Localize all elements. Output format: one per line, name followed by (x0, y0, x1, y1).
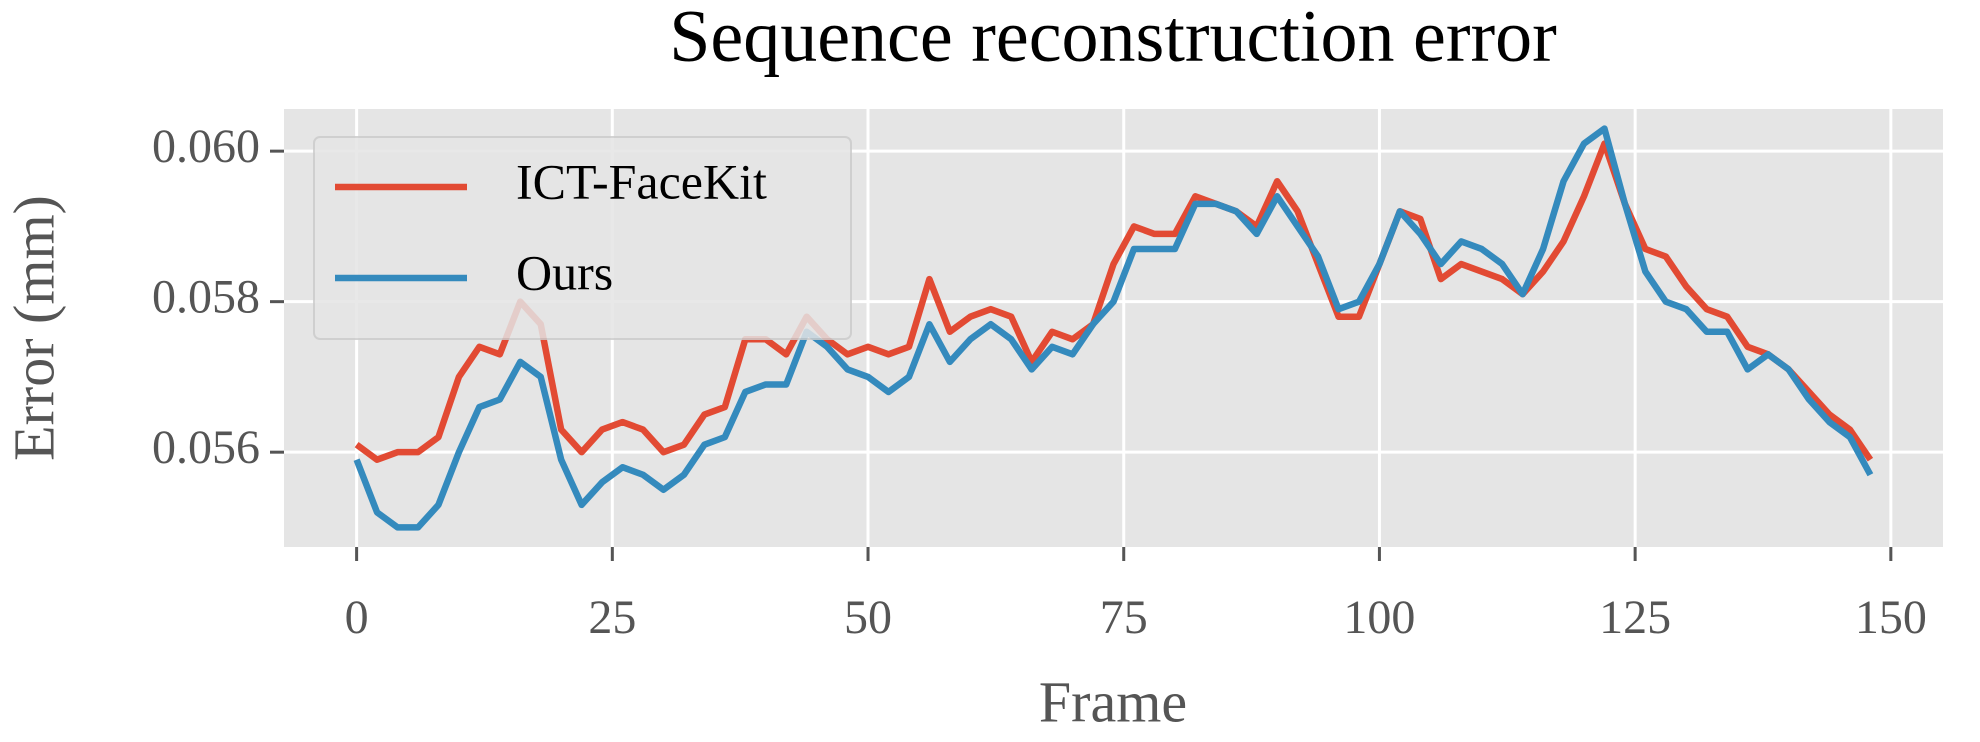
x-tick-label: 50 (844, 591, 892, 644)
x-tick-label: 0 (345, 591, 369, 644)
x-axis-label: Frame (1039, 669, 1187, 734)
x-tick-label: 75 (1100, 591, 1148, 644)
x-tick-label: 150 (1855, 591, 1927, 644)
x-tick-label: 125 (1599, 591, 1671, 644)
y-axis-label: Error (mm) (1, 195, 66, 461)
y-tick-label: 0.060 (152, 120, 260, 173)
x-tick-label: 25 (588, 591, 636, 644)
legend: ICT-FaceKit Ours (313, 136, 852, 340)
lines (353, 125, 1874, 531)
legend-label: ICT-FaceKit (516, 153, 767, 209)
legend-label: Ours (516, 244, 613, 300)
chart-title: Sequence reconstruction error (669, 0, 1557, 78)
series-line (353, 125, 1874, 531)
y-tick-label: 0.058 (152, 271, 260, 324)
y-tick-label: 0.056 (152, 421, 260, 474)
x-tick-label: 100 (1343, 591, 1415, 644)
